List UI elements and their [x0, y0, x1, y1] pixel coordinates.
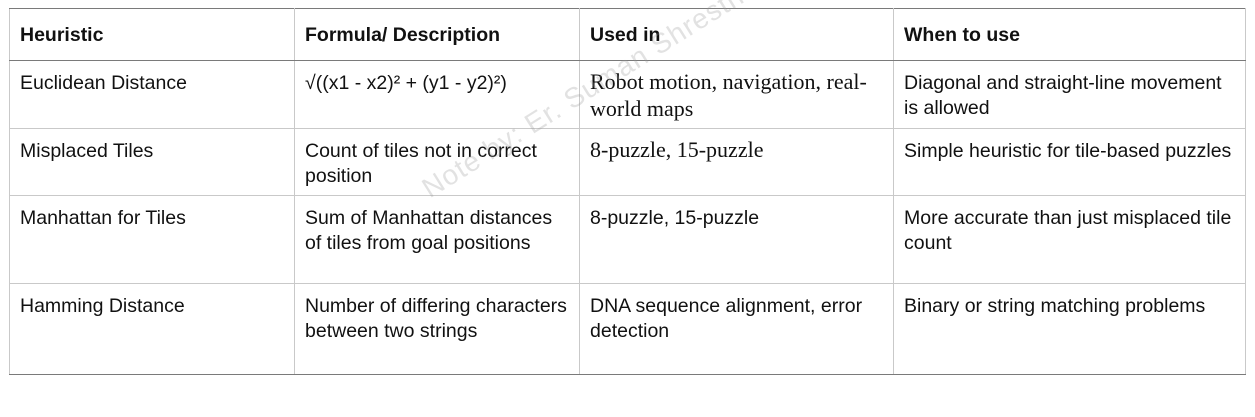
cell-used-in: Robot motion, navigation, real-world map… [579, 60, 894, 129]
cell-when-to-use: More accurate than just misplaced tile c… [893, 195, 1246, 284]
cell-formula: Sum of Manhattan distances of tiles from… [294, 195, 580, 284]
table-row: Hamming Distance Number of differing cha… [9, 283, 1246, 375]
cell-formula: √((x1 - x2)² + (y1 - y2)²) [294, 60, 580, 129]
cell-used-in: 8-puzzle, 15-puzzle [579, 128, 894, 196]
cell-when-to-use: Simple heuristic for tile-based puzzles [893, 128, 1246, 196]
cell-heuristic: Hamming Distance [9, 283, 295, 375]
column-header-heuristic: Heuristic [9, 8, 295, 61]
column-header-when-to-use: When to use [893, 8, 1246, 61]
cell-used-in: DNA sequence alignment, error detection [579, 283, 894, 375]
table-row: Euclidean Distance √((x1 - x2)² + (y1 - … [9, 60, 1246, 129]
cell-heuristic: Manhattan for Tiles [9, 195, 295, 284]
table-row: Misplaced Tiles Count of tiles not in co… [9, 128, 1246, 196]
column-header-formula: Formula/ Description [294, 8, 580, 61]
cell-formula: Number of differing characters between t… [294, 283, 580, 375]
column-header-used-in: Used in [579, 8, 894, 61]
heuristics-table-container: Heuristic Formula/ Description Used in W… [9, 8, 1246, 375]
heuristics-table: Heuristic Formula/ Description Used in W… [9, 8, 1246, 375]
cell-heuristic: Euclidean Distance [9, 60, 295, 129]
cell-heuristic: Misplaced Tiles [9, 128, 295, 196]
cell-used-in: 8-puzzle, 15-puzzle [579, 195, 894, 284]
table-header-row: Heuristic Formula/ Description Used in W… [9, 8, 1246, 61]
cell-when-to-use: Binary or string matching problems [893, 283, 1246, 375]
cell-when-to-use: Diagonal and straight-line movement is a… [893, 60, 1246, 129]
cell-formula: Count of tiles not in correct position [294, 128, 580, 196]
table-row: Manhattan for Tiles Sum of Manhattan dis… [9, 195, 1246, 284]
